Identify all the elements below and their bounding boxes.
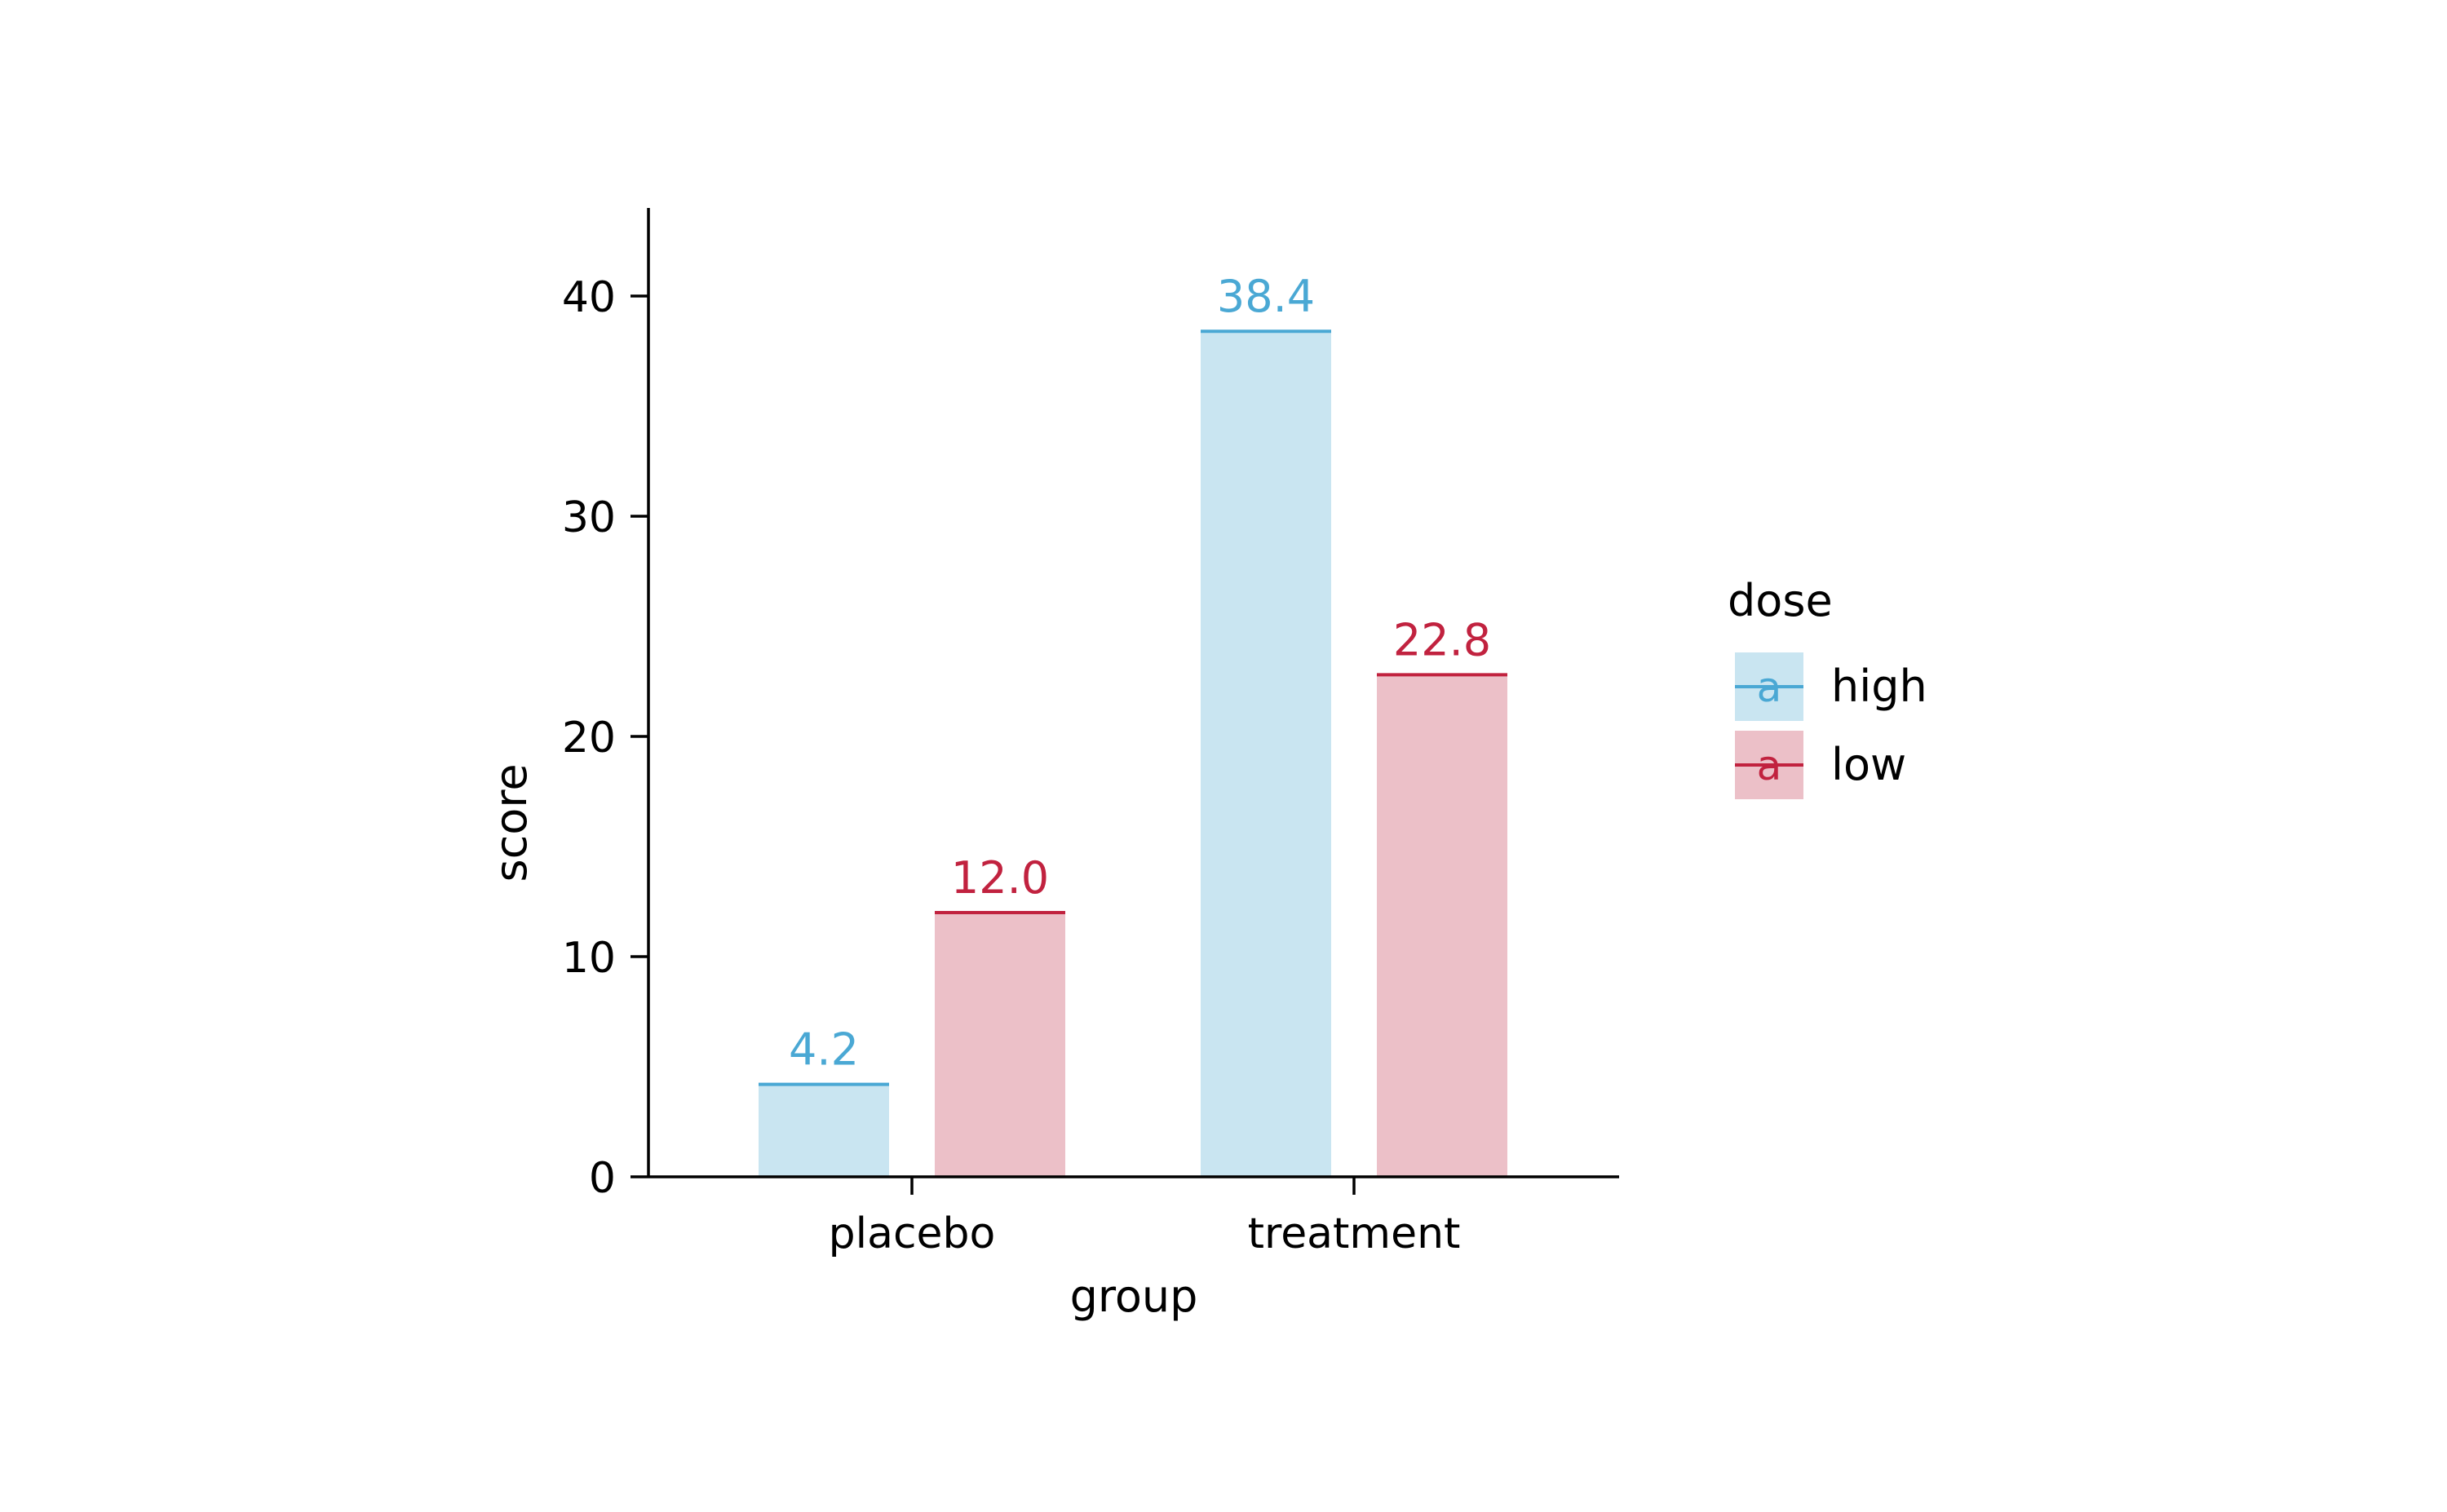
y-tick-label-30: 30 xyxy=(562,493,616,542)
data-label-low-treatment: 22.8 xyxy=(1393,614,1491,665)
y-axis-title: score xyxy=(485,763,537,882)
legend-glyph-low: a xyxy=(1757,742,1782,789)
legend: dose a high a low xyxy=(1728,575,1927,799)
y-tick-label-0: 0 xyxy=(589,1154,616,1203)
x-tick-label-placebo: placebo xyxy=(829,1209,996,1258)
data-label-high-treatment: 38.4 xyxy=(1217,271,1315,322)
legend-title: dose xyxy=(1728,575,1833,626)
x-tick-label-treatment: treatment xyxy=(1248,1209,1461,1258)
y-tick-label-40: 40 xyxy=(562,273,616,322)
y-axis: 0 10 20 30 40 xyxy=(562,208,650,1203)
bar-low-treatment xyxy=(1377,674,1507,1177)
bar-high-treatment xyxy=(1201,331,1331,1178)
x-axis: placebo treatment xyxy=(648,1175,1619,1258)
bar-high-placebo xyxy=(759,1084,889,1177)
data-label-low-placebo: 12.0 xyxy=(951,852,1049,904)
data-label-high-placebo: 4.2 xyxy=(789,1024,859,1076)
bar-low-placebo xyxy=(935,913,1065,1177)
y-tick-label-10: 10 xyxy=(562,934,616,983)
legend-glyph-high: a xyxy=(1757,664,1782,711)
legend-label-high: high xyxy=(1831,661,1927,712)
bars xyxy=(759,329,1507,1178)
legend-items: a high a low xyxy=(1735,652,1927,799)
legend-label-low: low xyxy=(1831,739,1906,790)
x-axis-title: group xyxy=(1070,1271,1198,1322)
legend-item-low: a low xyxy=(1735,731,1906,799)
data-labels: 4.2 38.4 12.0 22.8 xyxy=(789,271,1491,1075)
y-tick-label-20: 20 xyxy=(562,714,616,763)
legend-item-high: a high xyxy=(1735,652,1927,721)
